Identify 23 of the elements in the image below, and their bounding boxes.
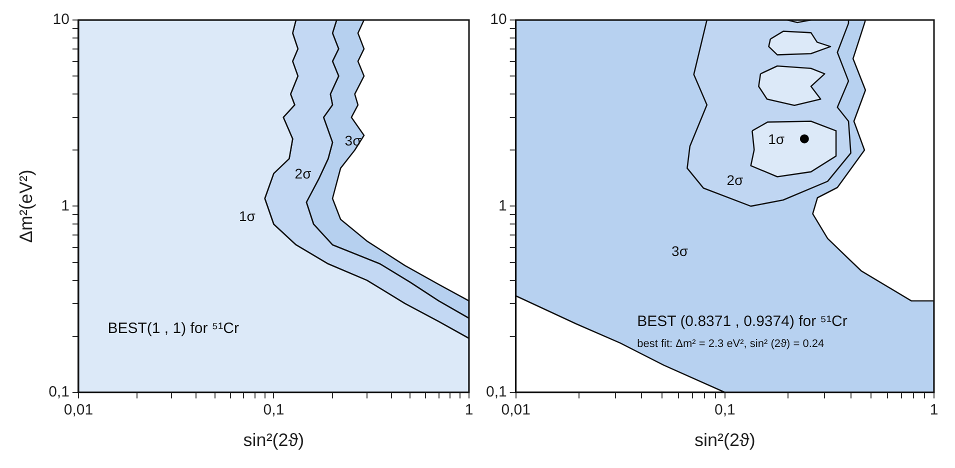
- annotation: 2σ: [726, 172, 744, 188]
- annotation: 1σ: [238, 208, 256, 224]
- y-tick-label: 1: [61, 197, 70, 214]
- y-tick-label: 0,1: [48, 384, 70, 401]
- y-tick-label: 1: [498, 197, 507, 214]
- x-axis-title: sin²(2ϑ): [694, 430, 756, 450]
- annotation: BEST (0.8371 , 0.9374) for ⁵¹Cr: [637, 312, 848, 330]
- x-tick-label: 1: [464, 402, 474, 419]
- x-tick-label: 0,1: [714, 402, 736, 419]
- x-tick-label: 0,01: [64, 402, 94, 419]
- annotation: BEST(1 , 1) for ⁵¹Cr: [108, 320, 239, 338]
- x-tick-label: 1: [930, 402, 938, 419]
- annotation: 1σ: [768, 131, 785, 148]
- x-axis-title: sin²(2ϑ): [243, 430, 304, 450]
- y-axis-title: Δm²(eV²): [16, 170, 36, 243]
- x-tick-label: 0,01: [501, 402, 530, 419]
- x-tick-label: 0,1: [263, 402, 284, 419]
- y-tick-label: 10: [52, 11, 70, 28]
- annotation: 3σ: [672, 242, 688, 259]
- y-tick-label: 0,1: [486, 384, 507, 401]
- annotation: best fit: Δm² = 2.3 eV², sin² (2ϑ) = 0.24: [637, 338, 824, 350]
- y-tick-label: 10: [490, 11, 507, 28]
- annotation: 2σ: [294, 165, 312, 182]
